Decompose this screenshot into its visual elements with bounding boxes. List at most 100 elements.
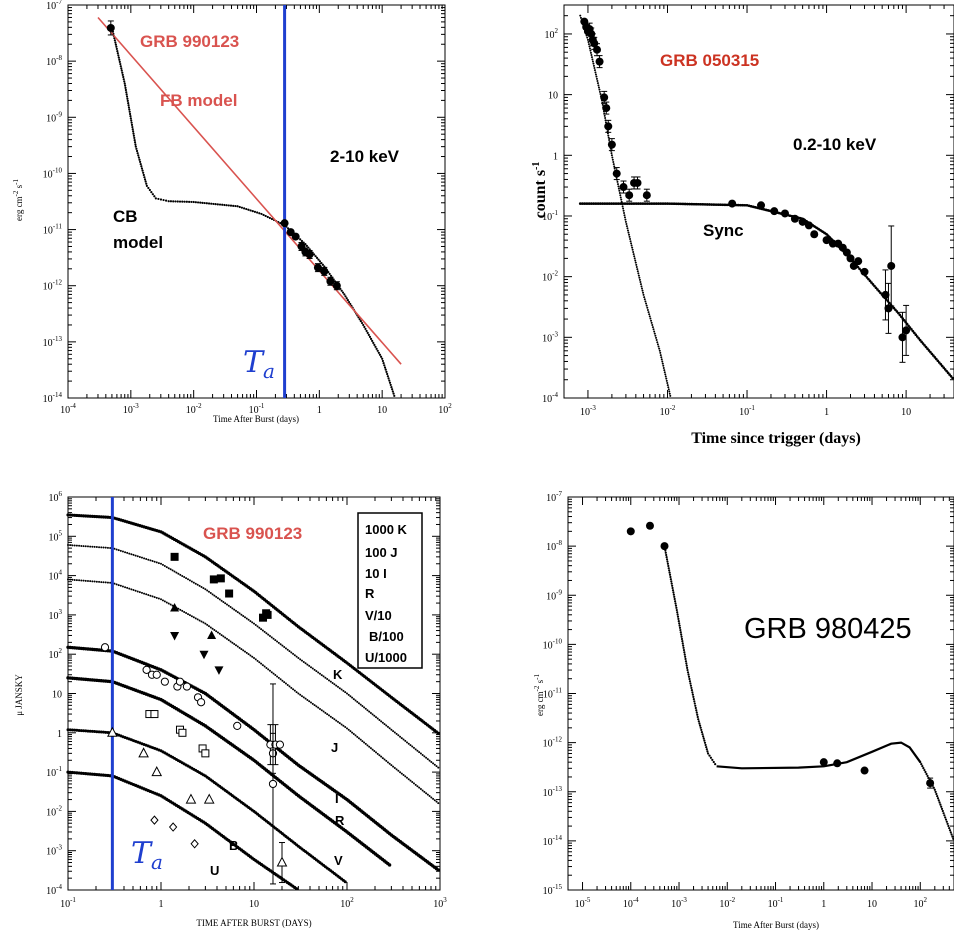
sync-curve-tail-dot	[951, 376, 954, 380]
model-curve-dot-2	[227, 639, 230, 642]
sync-curve-tail-dot	[879, 291, 882, 295]
model-curve-dot-1	[202, 587, 205, 590]
svg-text:erg cm-2 s-1: erg cm-2 s-1	[12, 178, 24, 221]
cb-curve-tail-dot	[948, 829, 952, 832]
prompt-decay-dot	[612, 160, 615, 163]
ylabel: erg cm-2 s-1	[533, 673, 545, 716]
cb-curve-dot	[677, 620, 680, 623]
cb-model-curve-dot	[140, 167, 144, 170]
model-curve-dot-1	[286, 648, 289, 651]
cb-curve-tail-dot	[951, 835, 954, 838]
model-curve-dot-1	[209, 592, 212, 595]
model-curve-dot-1	[290, 651, 293, 654]
cb-model-curve-dot	[114, 41, 117, 44]
ylabel: count s-1	[531, 162, 549, 219]
prompt-decay-dot	[620, 200, 623, 203]
model-curve-dot-2	[349, 730, 352, 733]
cb-model-curve-dot	[125, 93, 128, 96]
model-curve-dot-1	[236, 611, 239, 614]
cb-curve-dot	[687, 673, 690, 676]
cb-curve-tail-dot	[942, 812, 945, 815]
prompt-decay-dot	[638, 278, 641, 281]
model-curve-dot-2	[71, 578, 74, 581]
model-curve-dot-1	[71, 544, 74, 547]
model-curve-dot-2	[435, 800, 438, 803]
tick-label: 10-3	[46, 844, 62, 858]
model-curve-dot-2	[179, 608, 182, 611]
model-curve-dot-2	[309, 701, 312, 704]
model-curve-dot-2	[155, 596, 158, 599]
data-point	[798, 217, 807, 226]
legend-entry: 10 I	[365, 566, 387, 581]
sync-curve-tail-dot	[945, 369, 948, 373]
cb-model-curve-dot	[329, 274, 333, 277]
cb-curve-dot	[682, 646, 685, 649]
sync-curve-tail-dot	[930, 352, 934, 356]
prompt-decay-dot	[646, 308, 649, 311]
model-curve-dot-2	[253, 657, 255, 660]
cb-model-curve-dot	[384, 368, 387, 371]
data-point	[150, 815, 159, 825]
prompt-decay-dot	[668, 390, 671, 393]
sync-curve-tail-dot	[926, 347, 929, 351]
data-point	[320, 267, 329, 276]
cb-model-curve-dot	[114, 43, 117, 46]
model-curve-dot-2	[317, 706, 320, 709]
data-point	[898, 333, 907, 342]
model-curve-dot-2	[225, 637, 228, 640]
cb-curve-dot	[676, 611, 679, 614]
cb-model-curve-dot	[185, 200, 188, 203]
model-curve-dot-1	[388, 727, 391, 730]
cb-curve-dot	[686, 671, 690, 674]
model-curve-dot-2	[151, 595, 154, 598]
model-curve-dot-1	[383, 723, 386, 726]
cb-model-curve-dot	[194, 201, 197, 204]
prompt-decay-dot	[579, 14, 582, 17]
cb-model-curve-dot	[134, 145, 137, 148]
model-curve-dot-1	[227, 604, 230, 607]
yticks: 10-7 10-8 10-9 10-10 10-11 10-12 10-13 10-14	[43, 0, 445, 405]
model-curve-dot-2	[428, 795, 431, 798]
cb-model-curve-dot	[128, 110, 131, 113]
cb-curve-dot	[698, 724, 702, 727]
model-curve-dot-2	[397, 769, 400, 772]
tick-label: 10-10	[43, 166, 63, 180]
model-curve-dot-2	[229, 640, 232, 643]
model-curve-dot-1	[385, 724, 388, 727]
cb-curve-dot	[671, 584, 674, 587]
model-curve-dot-1	[229, 606, 232, 609]
data-point	[150, 710, 159, 719]
tick-label: 10-1	[60, 896, 76, 910]
cb-curve-tail-dot	[932, 786, 935, 789]
cb-model-curve-dot	[129, 115, 132, 118]
model-curve-dot-1	[155, 561, 158, 564]
cb-model-curve-dot	[308, 248, 311, 251]
prompt-decay-dot	[601, 103, 604, 106]
model-curve-dot-2	[190, 615, 193, 618]
prompt-decay-dot	[642, 291, 645, 294]
cb-curve-tail-dot	[925, 772, 928, 776]
model-curve-dot-2	[375, 751, 378, 754]
tick-label: 10-1	[739, 404, 755, 418]
data-point	[190, 839, 199, 849]
model-curve-dot-1	[119, 549, 122, 552]
model-curve-dot-1	[207, 590, 210, 593]
model-curve-dot-2	[213, 628, 216, 631]
prompt-decay-dot	[618, 192, 621, 195]
cb-curve-dot	[675, 606, 678, 609]
cb-model-curve-dot	[135, 147, 138, 150]
model-curve-dot-1	[198, 584, 201, 587]
prompt-decay-dot	[586, 36, 589, 39]
model-curve-dot-1	[145, 558, 148, 561]
prompt-decay-dot	[641, 289, 644, 292]
model-curve-dot-2	[258, 661, 261, 664]
tick-label: 10-7	[46, 0, 62, 12]
model-curve-dot-1	[143, 557, 146, 560]
cb-curve-dot	[671, 589, 675, 592]
model-curve-dot-1	[317, 671, 320, 674]
cb-model-curve-dot	[221, 203, 224, 206]
data-point	[660, 542, 669, 551]
cb-model-curve-dot	[132, 134, 136, 137]
prompt-decay-dot	[659, 354, 662, 357]
y-axis-label: μ JANSKY	[14, 674, 24, 716]
